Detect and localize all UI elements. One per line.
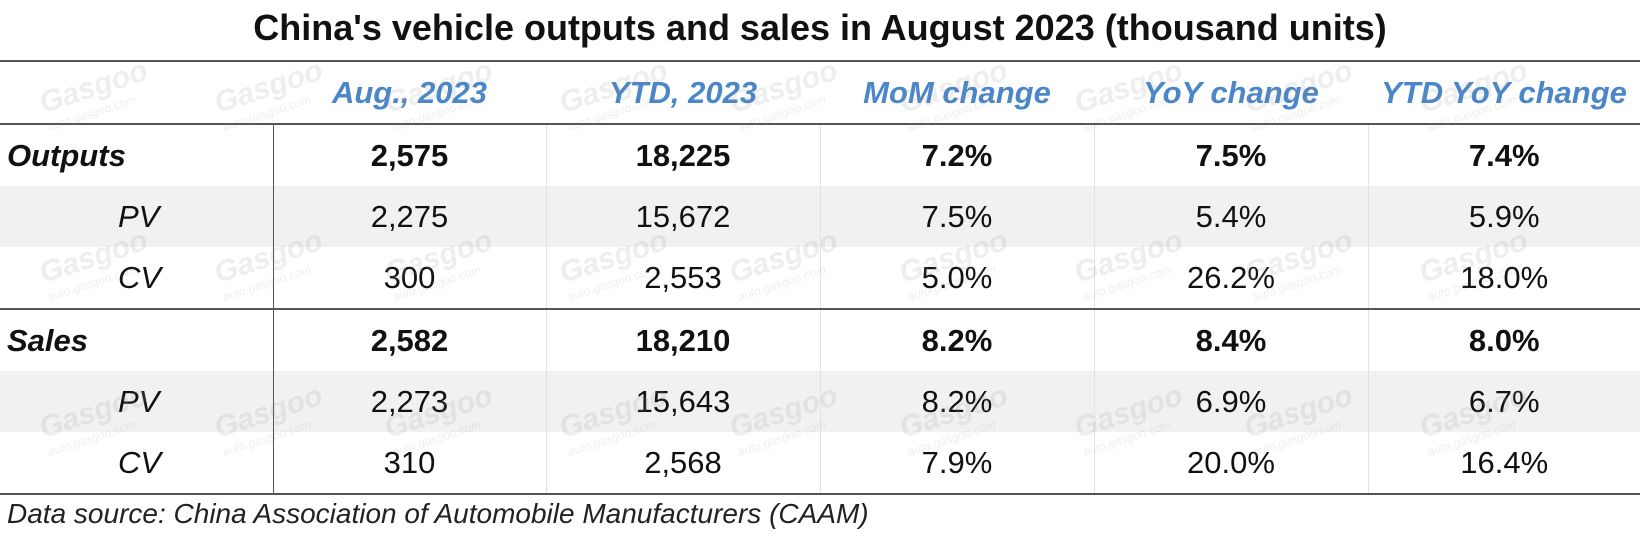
table-row: CV 300 2,553 5.0% 26.2% 18.0% [0, 247, 1640, 310]
table-cell: 7.4% [1367, 124, 1640, 186]
row-label: Sales [0, 309, 274, 371]
table-cell: 7.5% [1093, 124, 1368, 186]
table-row: CV 310 2,568 7.9% 20.0% 16.4% [0, 432, 1640, 495]
table-row: PV 2,275 15,672 7.5% 5.4% 5.9% [0, 186, 1640, 247]
table-cell: 7.5% [819, 186, 1094, 247]
header-cell: YTD, 2023 [546, 61, 820, 125]
table-cell: 7.9% [819, 432, 1094, 495]
table-body: Outputs 2,575 18,225 7.2% 7.5% 7.4% PV 2,275 15,… [0, 124, 1640, 495]
table-cell: 310 [273, 432, 546, 495]
table-cell: 6.9% [1093, 371, 1368, 432]
table-cell: 2,275 [273, 186, 546, 247]
table-cell: 8.2% [819, 371, 1094, 432]
header-cell: MoM change [820, 61, 1094, 125]
table-cell: 7.2% [819, 124, 1094, 186]
table-cell: 8.4% [1093, 309, 1368, 371]
row-label: CV [0, 247, 274, 310]
row-label: PV [0, 186, 274, 247]
table-row: Outputs 2,575 18,225 7.2% 7.5% 7.4% [0, 124, 1640, 186]
table-cell: 18,210 [545, 309, 820, 371]
table-cell: 20.0% [1093, 432, 1368, 495]
table-cell: 18.0% [1367, 247, 1640, 310]
table-cell: 300 [273, 247, 546, 310]
table-cell: 18,225 [545, 124, 820, 186]
header-row: Aug., 2023 YTD, 2023 MoM change YoY chan… [0, 61, 1640, 125]
data-source-note: Data source: China Association of Automo… [7, 498, 869, 529]
header-cell: YTD YoY change [1368, 61, 1640, 125]
table-cell: 5.0% [819, 247, 1094, 310]
table-cell: 26.2% [1093, 247, 1368, 310]
table-cell: 2,582 [370, 322, 449, 358]
table-cell: 2,568 [545, 432, 820, 495]
table-row: PV 2,273 15,643 8.2% 6.9% 6.7% [0, 371, 1640, 432]
row-label: PV [0, 371, 274, 432]
row-label: CV [0, 432, 274, 495]
table-cell: 15,643 [545, 371, 820, 432]
table-cell: 6.7% [1367, 371, 1640, 432]
data-table: Aug., 2023 YTD, 2023 MoM change YoY chan… [0, 60, 1640, 495]
table-cell: 2,553 [545, 247, 820, 310]
header-cell: Aug., 2023 [273, 61, 546, 125]
table-cell: 15,672 [545, 186, 820, 247]
table-cell: 2,273 [273, 371, 546, 432]
header-cell: YoY change [1094, 61, 1368, 125]
table-cell: 2,575 [370, 137, 449, 173]
row-label: Outputs [0, 124, 274, 186]
table-cell: 8.0% [1367, 309, 1640, 371]
table-cell: 5.9% [1367, 186, 1640, 247]
chart-title: China's vehicle outputs and sales in Aug… [253, 7, 1387, 48]
table-cell: 5.4% [1093, 186, 1368, 247]
table-cell: 16.4% [1367, 432, 1640, 495]
table-cell: 8.2% [819, 309, 1094, 371]
table-row: Sales 2,582 18,210 8.2% 8.4% 8.0% [0, 309, 1640, 371]
header-cell [0, 61, 273, 125]
